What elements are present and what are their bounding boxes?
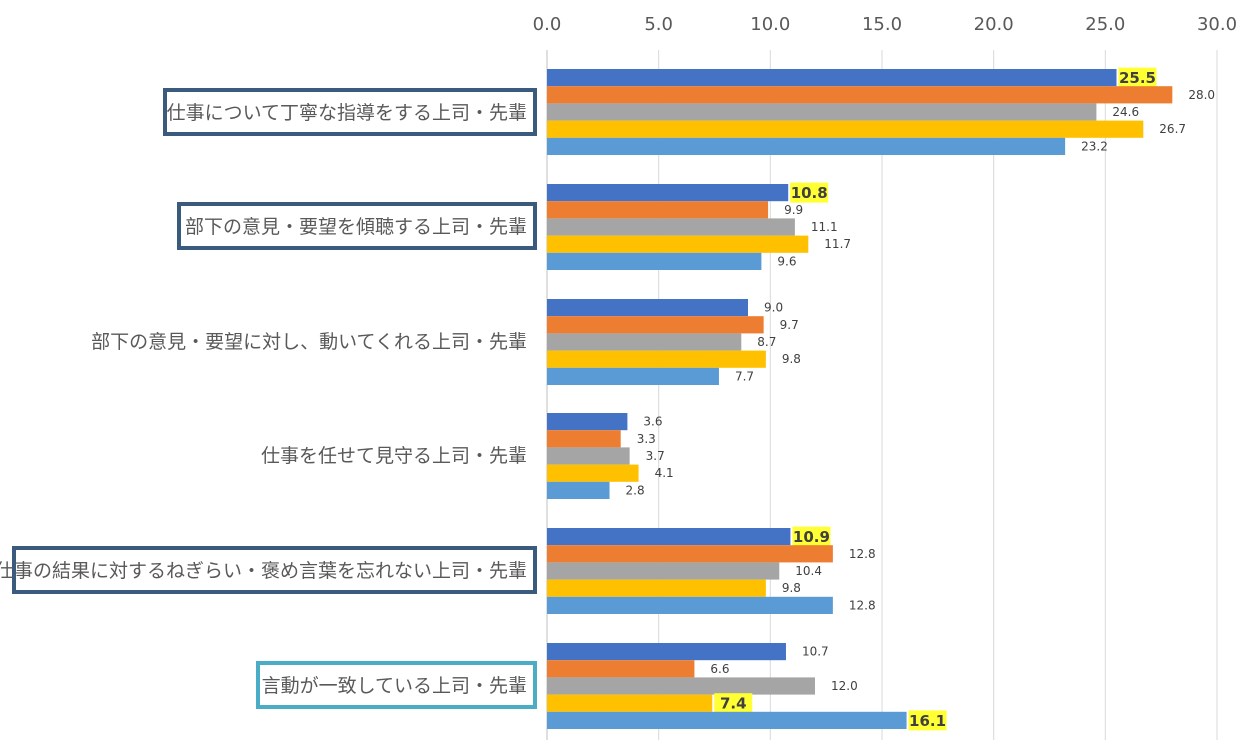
value-label: 23.2 <box>1081 139 1108 153</box>
bar <box>547 545 833 563</box>
bar <box>547 184 789 202</box>
value-label-highlight <box>790 182 829 203</box>
bar <box>547 694 713 712</box>
value-label-highlight <box>714 693 753 714</box>
category-label: 言動が一致している上司・先輩 <box>262 675 527 697</box>
bar <box>547 481 610 499</box>
category-highlight-box <box>177 202 537 250</box>
bar <box>547 252 762 270</box>
bar <box>547 643 786 661</box>
value-label: 25.5 <box>1119 69 1156 87</box>
bar <box>547 596 833 614</box>
value-label: 4.1 <box>655 466 674 480</box>
x-tick-label: 5.0 <box>644 14 673 35</box>
bar <box>547 316 764 334</box>
value-label-highlight <box>1118 67 1157 88</box>
value-label: 7.4 <box>720 695 747 713</box>
x-tick-label: 20.0 <box>974 14 1014 35</box>
bar <box>547 528 791 546</box>
category-highlight-box <box>163 88 537 136</box>
x-tick-label: 10.0 <box>750 14 790 35</box>
bar <box>547 218 795 236</box>
value-label: 12.8 <box>849 598 876 612</box>
value-label: 9.8 <box>782 352 801 366</box>
category-label: 仕事の結果に対するねぎらい・褒め言葉を忘れない上司・先輩 <box>0 560 527 582</box>
bar <box>547 430 621 448</box>
value-label: 9.9 <box>784 203 803 217</box>
category-label: 仕事について丁寧な指導をする上司・先輩 <box>167 102 527 124</box>
bar <box>547 103 1097 121</box>
value-label: 10.4 <box>795 564 822 578</box>
bar <box>547 413 628 431</box>
x-tick-label: 25.0 <box>1085 14 1125 35</box>
bar <box>547 711 907 729</box>
bar <box>547 447 630 465</box>
category-label: 部下の意見・要望に対し、動いてくれる上司・先輩 <box>91 331 527 353</box>
value-label: 12.8 <box>849 547 876 561</box>
value-label-highlight <box>908 710 947 731</box>
value-label: 9.0 <box>764 301 783 315</box>
x-tick-label: 0.0 <box>533 14 562 35</box>
bar <box>547 137 1066 155</box>
value-label: 26.7 <box>1159 122 1186 136</box>
x-tick-label: 15.0 <box>862 14 902 35</box>
bar <box>547 235 809 253</box>
value-label: 9.8 <box>782 581 801 595</box>
value-label: 12.0 <box>831 679 858 693</box>
x-tick-label: 30.0 <box>1197 14 1237 35</box>
value-label: 10.8 <box>791 184 828 202</box>
value-label: 28.0 <box>1188 88 1215 102</box>
bar <box>547 120 1144 138</box>
bar <box>547 579 766 597</box>
value-label: 9.7 <box>780 318 799 332</box>
value-label: 9.6 <box>777 254 796 268</box>
value-label: 16.1 <box>909 712 946 730</box>
value-label: 11.1 <box>811 220 838 234</box>
value-label: 10.9 <box>793 528 830 546</box>
value-label: 3.7 <box>646 449 665 463</box>
value-label: 8.7 <box>757 335 776 349</box>
bar <box>547 201 769 219</box>
category-label: 仕事を任せて見守る上司・先輩 <box>261 445 527 467</box>
value-label: 11.7 <box>824 237 851 251</box>
value-label: 10.7 <box>802 645 829 659</box>
value-label: 7.7 <box>735 369 754 383</box>
value-label: 24.6 <box>1112 105 1139 119</box>
bar <box>547 86 1173 104</box>
bar <box>547 562 780 580</box>
bar <box>547 69 1117 87</box>
value-label: 3.3 <box>637 432 656 446</box>
bar <box>547 333 742 351</box>
bar <box>547 677 815 695</box>
bar <box>547 350 766 368</box>
category-highlight-box <box>256 661 537 709</box>
bar <box>547 464 639 482</box>
bar <box>547 299 748 317</box>
category-label: 部下の意見・要望を傾聴する上司・先輩 <box>185 216 527 238</box>
category-highlight-box <box>12 546 537 594</box>
bar <box>547 367 719 385</box>
value-label: 6.6 <box>710 662 729 676</box>
bar <box>547 660 695 678</box>
value-label-highlight <box>792 526 831 547</box>
value-label: 2.8 <box>626 483 645 497</box>
value-label: 3.6 <box>643 415 662 429</box>
